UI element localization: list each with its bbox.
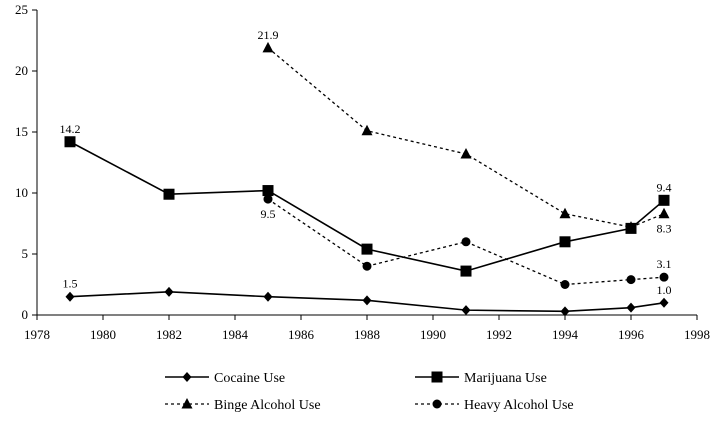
legend-item-heavy: Heavy Alcohol Use: [415, 398, 574, 413]
x-tick-label: 1984: [222, 327, 249, 342]
legend-label: Heavy Alcohol Use: [464, 398, 574, 413]
y-tick-label: 20: [15, 63, 28, 78]
x-tick-label: 1988: [354, 327, 380, 342]
point-cocaine: [164, 286, 174, 297]
point-marijuana: [361, 243, 373, 255]
point-binge: [262, 41, 274, 53]
point-heavy: [659, 272, 669, 282]
y-tick-label: 5: [22, 246, 29, 261]
point-binge: [658, 207, 670, 219]
series-cocaine: [65, 286, 669, 317]
x-tick-label: 1990: [420, 327, 446, 342]
point-heavy: [362, 261, 372, 271]
data-label-cocaine: 1.5: [63, 277, 78, 291]
series-line-cocaine: [69, 291, 665, 313]
point-binge: [559, 207, 571, 219]
chart-series: [64, 41, 670, 317]
x-tick-label: 1996: [618, 327, 645, 342]
point-binge: [361, 124, 373, 136]
chart-legend: Cocaine Use Marijuana Use Binge Alcohol Us…: [165, 371, 574, 413]
point-marijuana: [658, 194, 670, 206]
point-marijuana: [262, 185, 274, 197]
x-tick-label: 1986: [288, 327, 315, 342]
point-cocaine: [263, 291, 273, 302]
data-label-cocaine: 1.0: [657, 283, 672, 297]
series-heavy: [263, 194, 669, 289]
point-heavy: [461, 237, 471, 247]
legend-item-marijuana: Marijuana Use: [415, 371, 547, 386]
data-label-marijuana: 9.4: [657, 180, 672, 194]
point-cocaine: [461, 305, 471, 316]
series-line-binge: [267, 47, 665, 228]
point-cocaine: [626, 302, 636, 313]
x-tick-label: 1980: [90, 327, 116, 342]
data-label-binge: 21.9: [258, 28, 279, 42]
x-tick-label: 1994: [552, 327, 579, 342]
point-marijuana: [460, 265, 472, 277]
legend-label: Cocaine Use: [214, 371, 285, 386]
x-tick-label: 1998: [684, 327, 710, 342]
chart-axes: 0 5 10 15 20 25 1978 1980 1982 1984 1986 1988 1990 19…: [15, 2, 710, 342]
legend-item-cocaine: Cocaine Use: [165, 371, 285, 386]
point-cocaine: [65, 291, 75, 302]
point-binge: [625, 221, 637, 232]
x-tick-label: 1978: [24, 327, 50, 342]
point-binge: [460, 147, 472, 159]
point-heavy: [263, 194, 273, 204]
x-tick-label: 1992: [486, 327, 512, 342]
y-tick-label: 15: [15, 124, 28, 139]
point-marijuana: [559, 236, 571, 248]
legend-marker-binge: [181, 398, 193, 409]
data-label-binge: 8.3: [657, 222, 672, 236]
legend-label: Marijuana Use: [464, 371, 547, 386]
y-tick-label: 10: [15, 185, 28, 200]
point-marijuana: [64, 136, 76, 148]
data-label-marijuana: 14.2: [60, 122, 81, 136]
legend-marker-heavy: [432, 399, 442, 409]
point-heavy: [626, 275, 636, 285]
y-tick-label: 25: [15, 2, 28, 17]
series-line-marijuana: [69, 141, 665, 272]
legend-label: Binge Alcohol Use: [214, 398, 321, 413]
point-cocaine: [362, 295, 372, 306]
y-tick-label: 0: [22, 307, 29, 322]
legend-marker-cocaine: [182, 372, 192, 382]
x-tick-label: 1982: [156, 327, 182, 342]
point-cocaine: [560, 306, 570, 317]
data-label-heavy: 9.5: [261, 207, 276, 221]
series-marijuana: [64, 136, 670, 277]
legend-marker-marijuana: [431, 371, 443, 383]
point-marijuana: [163, 188, 175, 200]
point-heavy: [560, 280, 570, 289]
data-label-heavy: 3.1: [657, 257, 672, 271]
point-cocaine: [659, 297, 669, 308]
legend-item-binge: Binge Alcohol Use: [165, 398, 321, 413]
chart-data-labels: 1.5 1.0 14.2 9.4 21.9 8.3 9.5 3.1: [60, 28, 672, 297]
series-binge: [262, 41, 670, 232]
